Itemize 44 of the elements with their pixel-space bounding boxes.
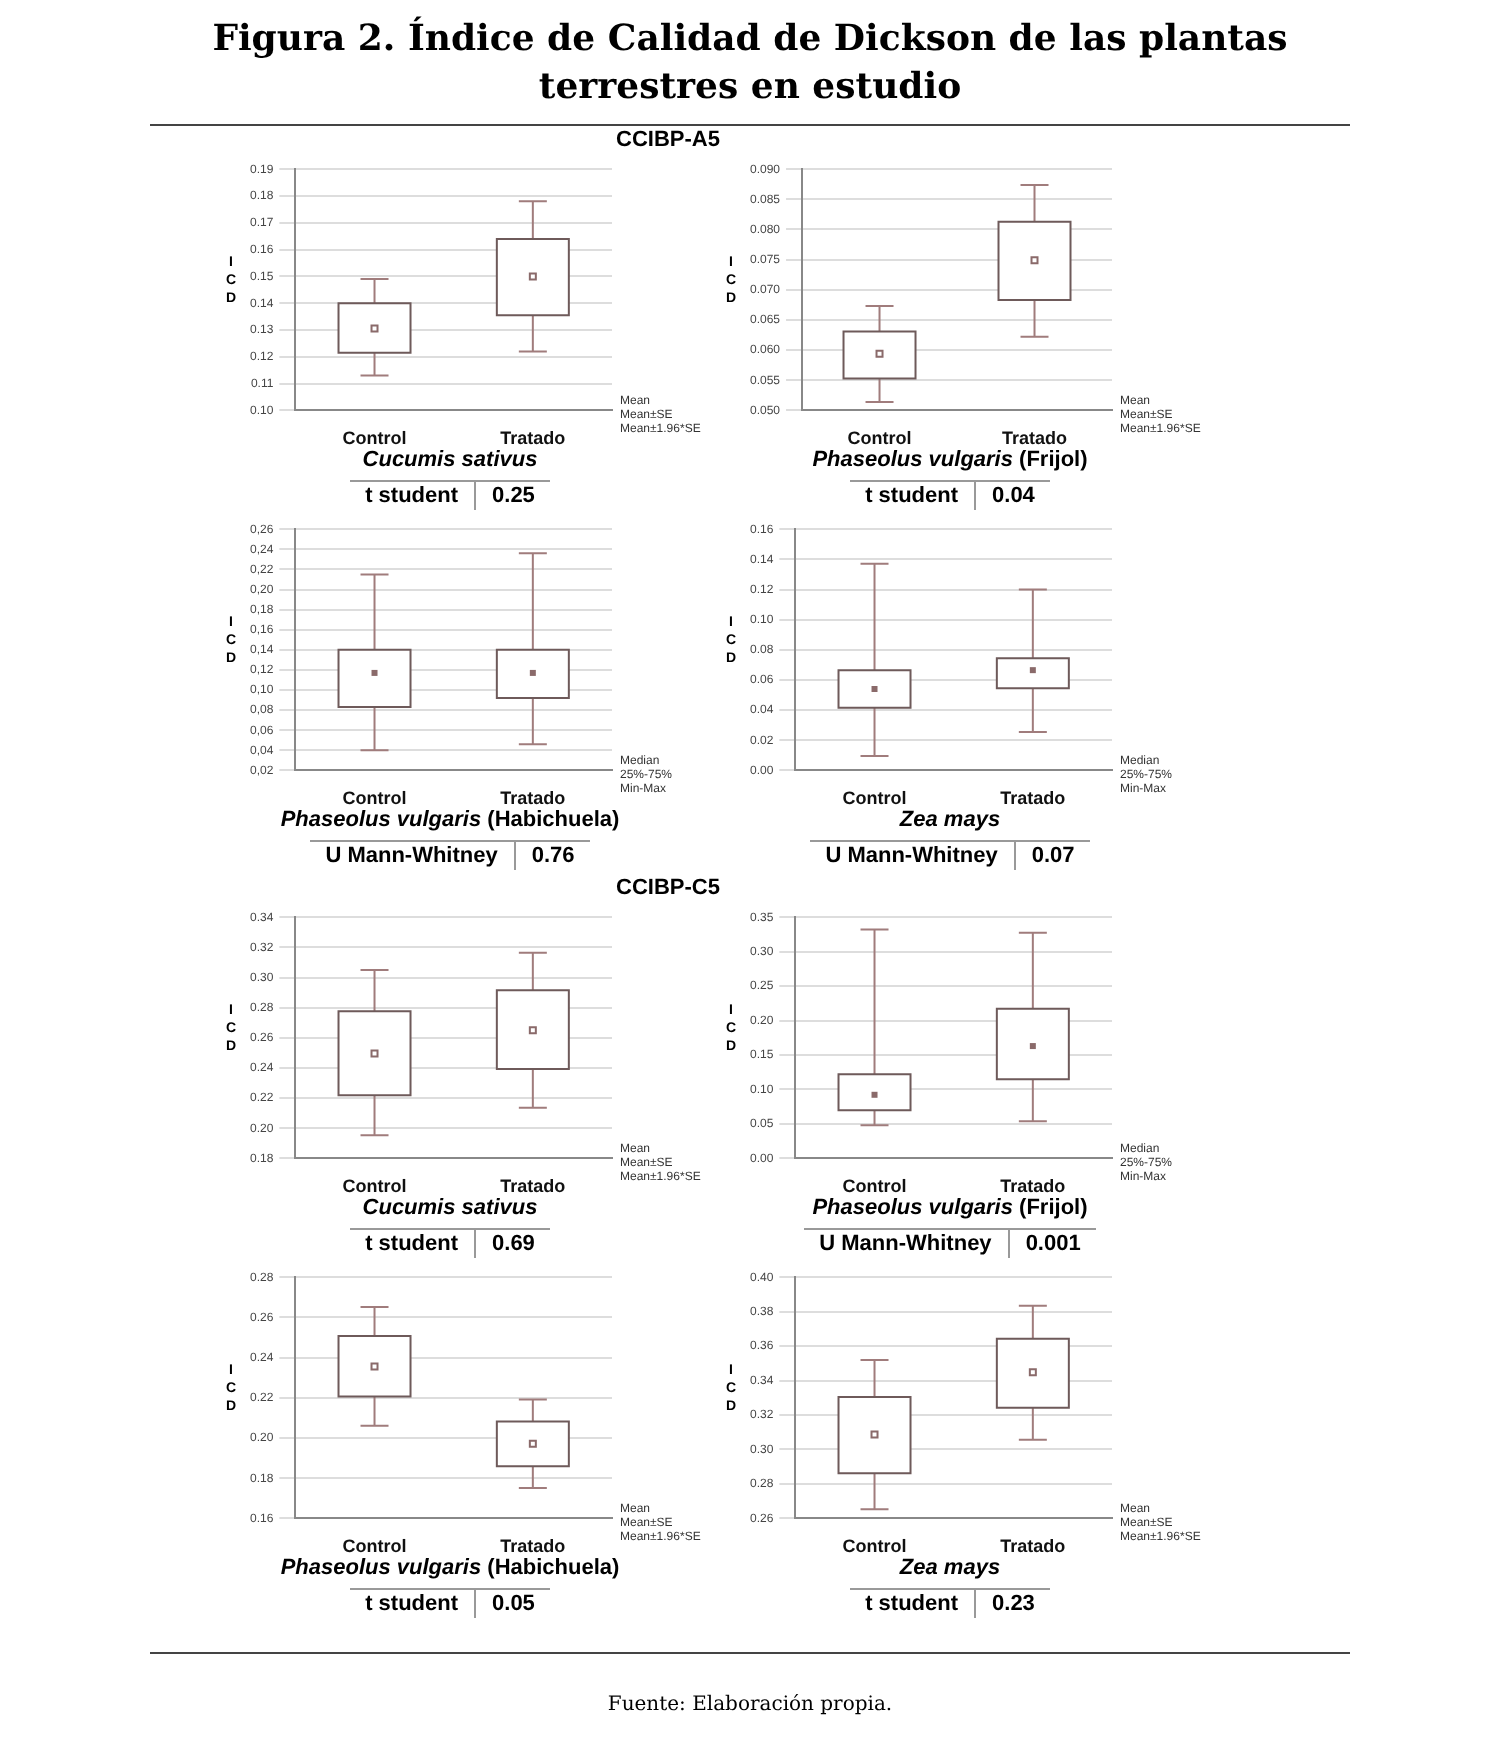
x-tick-label: Control — [842, 788, 907, 809]
source-note: Fuente: Elaboración propia. — [605, 1694, 895, 1716]
text: CCIBP-C5 — [614, 876, 720, 900]
x-tick-label: Tratado — [500, 428, 567, 449]
x-tick-label: Control — [342, 1536, 407, 1557]
text: CCIBP-A5 — [614, 128, 720, 152]
text: 0.04 — [974, 480, 1051, 510]
x-axis-title: Phaseolus vulgaris (Frijol) — [810, 448, 1090, 472]
text: 0.76 — [513, 840, 591, 870]
text: 0.23 — [974, 1588, 1051, 1618]
x-axis-title: Cucumis sativus — [362, 1196, 538, 1220]
text: 0.07 — [1013, 840, 1091, 870]
x-tick-label: Tratado — [1001, 428, 1069, 449]
x-axis-title: Phaseolus vulgaris (Frijol) — [810, 1196, 1090, 1220]
text: t student — [849, 480, 975, 510]
x-tick-label: Tratado — [1000, 1176, 1067, 1197]
x-tick-label: Control — [847, 428, 912, 449]
text: 0.69 — [474, 1228, 551, 1258]
x-axis-title: Zea mays — [899, 808, 1001, 832]
x-tick-label: Tratado — [1000, 788, 1067, 809]
x-axis-title: Cucumis sativus — [362, 448, 538, 472]
text: U Mann-Whitney — [809, 840, 1014, 870]
x-tick-label: Control — [342, 1176, 407, 1197]
x-axis-title: Phaseolus vulgaris (Habichuela) — [280, 1556, 620, 1580]
text: U Mann-Whitney — [309, 840, 514, 870]
text: U Mann-Whitney — [803, 1228, 1008, 1258]
text: t student — [349, 1228, 475, 1258]
text: t student — [349, 1588, 475, 1618]
x-axis-title: Phaseolus vulgaris (Habichuela) — [280, 808, 620, 832]
text: t student — [849, 1588, 975, 1618]
x-tick-label: Control — [342, 428, 407, 449]
text: t student — [349, 480, 475, 510]
x-tick-label: Control — [842, 1536, 907, 1557]
x-tick-label: Tratado — [500, 788, 567, 809]
text: Figura 2. Índice de Calidad de Dickson de las plantas terrestres en estudio — [210, 16, 1290, 112]
text: 0.05 — [474, 1588, 551, 1618]
x-tick-label: Tratado — [1000, 1536, 1067, 1557]
x-tick-label: Control — [842, 1176, 907, 1197]
x-tick-label: Control — [342, 788, 407, 809]
text: 0.25 — [474, 480, 551, 510]
x-tick-label: Tratado — [500, 1176, 567, 1197]
x-tick-label: Tratado — [500, 1536, 567, 1557]
text: 0.001 — [1007, 1228, 1097, 1258]
x-axis-title: Zea mays — [899, 1556, 1001, 1580]
